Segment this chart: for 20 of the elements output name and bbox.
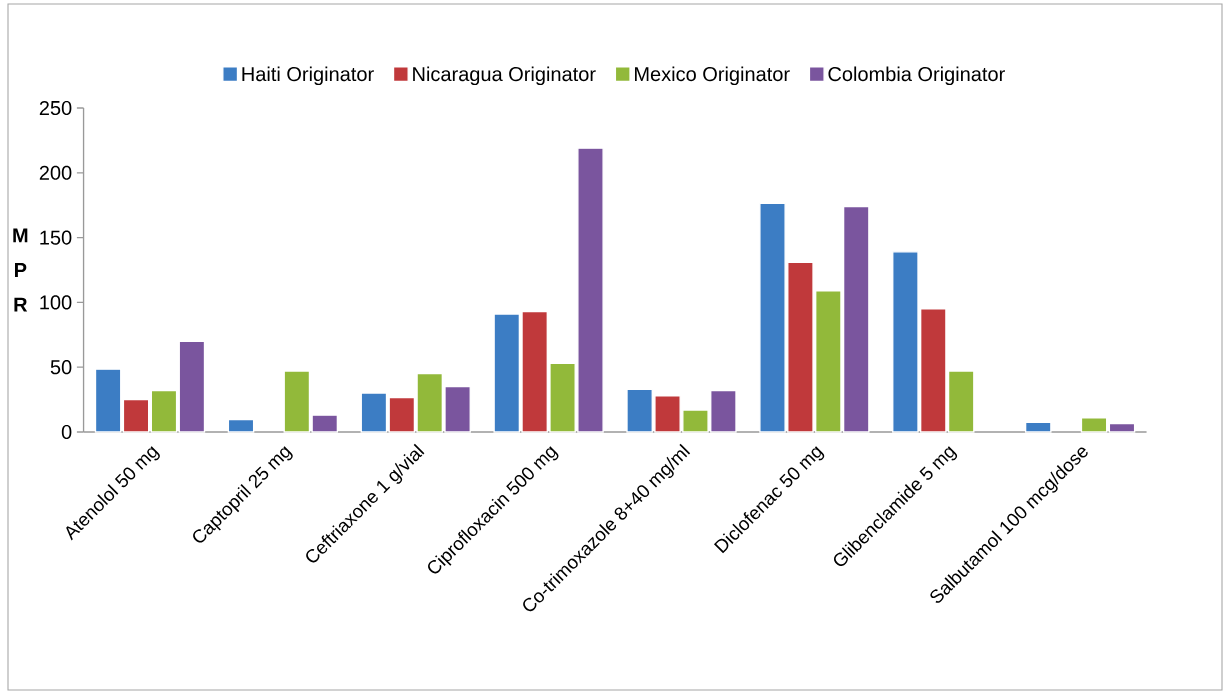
y-tick-label: 250: [39, 100, 72, 116]
bar: [1108, 422, 1136, 433]
legend-label: Nicaragua Originator: [413, 66, 596, 86]
y-tick-label: 150: [40, 230, 72, 245]
bar: [360, 392, 388, 433]
bar: [1080, 417, 1108, 433]
bar: [122, 398, 150, 433]
y-axis-title: M P R: [13, 228, 28, 312]
y-tick-label: 200: [39, 165, 72, 180]
y-tick-label: 0: [61, 424, 72, 440]
bar: [94, 368, 122, 433]
bar: [178, 340, 206, 433]
y-tick-label: 50: [50, 360, 72, 375]
legend-label: Haiti Originator: [242, 66, 374, 86]
bar: [1024, 421, 1052, 433]
bar: [227, 419, 255, 433]
y-tick-label: 100: [40, 295, 72, 310]
legend-label: Mexico Originator: [635, 66, 790, 86]
bar: [150, 389, 178, 433]
legend-label: Colombia Originator: [828, 66, 1005, 86]
